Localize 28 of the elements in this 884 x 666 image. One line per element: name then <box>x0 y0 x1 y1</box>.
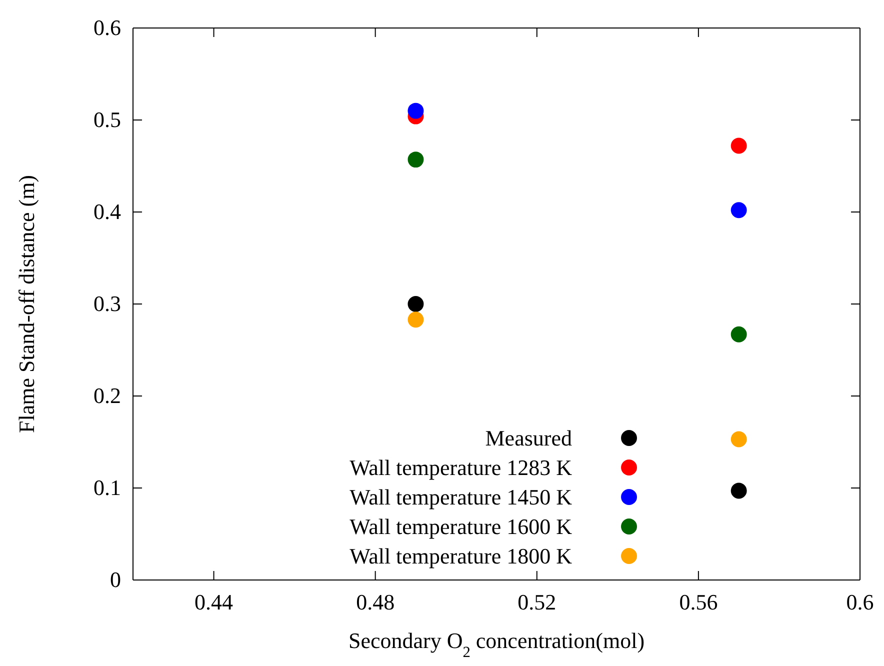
point <box>408 102 424 119</box>
y-tick-label: 0.4 <box>94 199 121 224</box>
point <box>730 482 747 499</box>
x-tick-label: 0.52 <box>518 590 556 615</box>
legend-label: Wall temperature 1800 K <box>350 544 572 569</box>
point <box>408 152 424 168</box>
point <box>730 202 747 218</box>
legend-label: Measured <box>485 426 572 451</box>
legend-label: Wall temperature 1600 K <box>350 514 572 540</box>
point <box>408 312 424 328</box>
x-tick-label: 0.56 <box>679 590 718 615</box>
point <box>730 326 747 342</box>
y-tick-label: 0.3 <box>94 291 121 316</box>
y-axis-title: Flame Stand-off distance (m) <box>14 174 39 434</box>
legend-label: Wall temperature 1283 K <box>350 455 572 480</box>
y-tick-label: 0.1 <box>94 475 121 500</box>
point <box>730 431 747 448</box>
x-tick-label: 0.48 <box>356 590 395 615</box>
y-tick-label: 0.5 <box>94 107 121 132</box>
legend-label: Wall temperature 1450 K <box>350 484 572 510</box>
point <box>730 138 747 154</box>
y-tick-label: 0.6 <box>94 15 121 40</box>
x-tick-label: 0.6 <box>846 590 874 615</box>
point <box>408 296 424 312</box>
x-axis-title: Secondary O$_{2}$ concentration(mol) <box>348 628 645 660</box>
x-tick-label: 0.44 <box>194 590 234 615</box>
y-tick-label: 0.2 <box>94 383 121 408</box>
y-tick-label: 0 <box>110 567 121 592</box>
